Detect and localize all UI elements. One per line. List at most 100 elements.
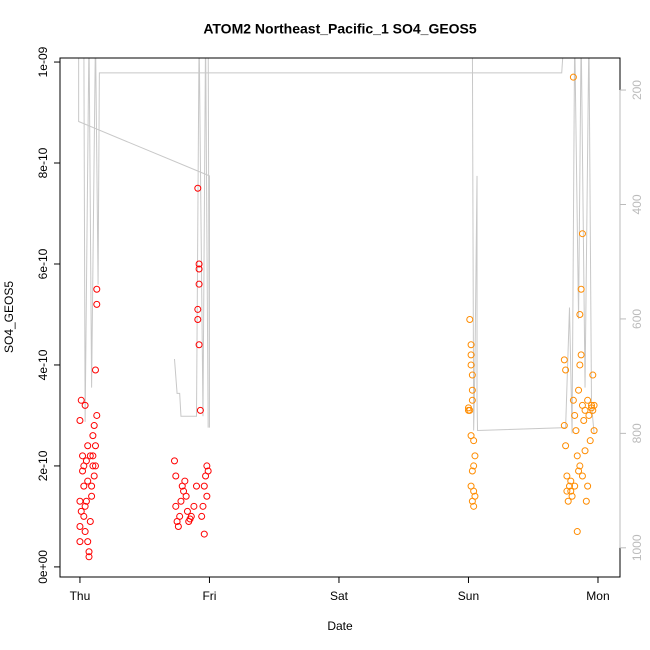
y-tick-label: 4e-10 bbox=[36, 349, 50, 380]
point bbox=[569, 396, 577, 404]
point bbox=[172, 472, 180, 480]
point bbox=[567, 487, 575, 495]
point bbox=[76, 497, 84, 505]
point bbox=[578, 472, 586, 480]
point bbox=[183, 507, 191, 515]
point bbox=[470, 462, 478, 470]
point bbox=[80, 482, 88, 490]
point bbox=[203, 492, 211, 500]
point bbox=[86, 517, 94, 525]
point bbox=[194, 305, 202, 313]
point bbox=[81, 502, 89, 510]
point bbox=[76, 538, 84, 546]
point bbox=[468, 371, 476, 379]
point bbox=[195, 260, 203, 268]
point bbox=[588, 401, 596, 409]
y-tick-label: 2e-10 bbox=[36, 450, 50, 481]
point bbox=[186, 515, 194, 523]
y-tick-label: 0e+00 bbox=[36, 550, 50, 584]
point bbox=[86, 452, 94, 460]
point bbox=[468, 467, 476, 475]
point bbox=[573, 528, 581, 536]
point bbox=[82, 497, 90, 505]
point bbox=[560, 356, 568, 364]
point bbox=[568, 492, 576, 500]
point bbox=[573, 452, 581, 460]
point bbox=[89, 432, 97, 440]
point bbox=[204, 467, 212, 475]
y2-tick-label: 800 bbox=[630, 423, 644, 443]
point bbox=[194, 316, 202, 324]
point bbox=[76, 416, 84, 424]
point bbox=[560, 422, 568, 430]
y2-tick-label: 200 bbox=[630, 80, 644, 100]
point bbox=[198, 512, 206, 520]
point bbox=[195, 280, 203, 288]
point bbox=[90, 422, 98, 430]
point bbox=[576, 361, 584, 369]
point bbox=[576, 310, 584, 318]
point bbox=[585, 411, 593, 419]
point bbox=[195, 265, 203, 273]
point bbox=[590, 401, 598, 409]
point bbox=[575, 386, 583, 394]
point bbox=[581, 406, 589, 414]
x-tick-label: Sun bbox=[458, 589, 479, 603]
point bbox=[577, 351, 585, 359]
point bbox=[172, 502, 180, 510]
point bbox=[466, 406, 474, 414]
point bbox=[77, 396, 85, 404]
point bbox=[565, 482, 573, 490]
point bbox=[76, 523, 84, 531]
point bbox=[177, 497, 185, 505]
point bbox=[80, 462, 88, 470]
point bbox=[93, 285, 101, 293]
point bbox=[176, 512, 184, 520]
x-tick-label: Mon bbox=[586, 589, 609, 603]
point bbox=[170, 457, 178, 465]
point bbox=[91, 442, 99, 450]
point bbox=[174, 523, 182, 531]
point bbox=[562, 442, 570, 450]
point bbox=[571, 411, 579, 419]
point bbox=[575, 467, 583, 475]
point bbox=[193, 482, 201, 490]
point bbox=[584, 396, 592, 404]
point bbox=[578, 230, 586, 238]
point bbox=[81, 401, 89, 409]
point bbox=[93, 300, 101, 308]
point bbox=[200, 482, 208, 490]
point bbox=[200, 530, 208, 538]
point bbox=[84, 477, 92, 485]
chart-title: ATOM2 Northeast_Pacific_1 SO4_GEOS5 bbox=[203, 21, 477, 37]
point bbox=[466, 316, 474, 324]
point bbox=[195, 341, 203, 349]
point bbox=[199, 502, 207, 510]
point bbox=[590, 427, 598, 435]
y2-tick-label: 1000 bbox=[630, 534, 644, 561]
y2-tick-label: 600 bbox=[630, 309, 644, 329]
point bbox=[576, 462, 584, 470]
point bbox=[580, 416, 588, 424]
point bbox=[79, 467, 87, 475]
point bbox=[581, 447, 589, 455]
point bbox=[471, 452, 479, 460]
y-axis-label: SO4_GEOS5 bbox=[2, 281, 16, 353]
point bbox=[182, 492, 190, 500]
point bbox=[563, 472, 571, 480]
point bbox=[91, 366, 99, 374]
y-tick-label: 8e-10 bbox=[36, 147, 50, 178]
point bbox=[88, 492, 96, 500]
point bbox=[190, 502, 198, 510]
point bbox=[91, 462, 99, 470]
point bbox=[586, 437, 594, 445]
point bbox=[88, 482, 96, 490]
x-tick-label: Sat bbox=[330, 589, 349, 603]
point bbox=[584, 482, 592, 490]
point bbox=[567, 477, 575, 485]
point bbox=[80, 512, 88, 520]
y-tick-label: 1e-09 bbox=[36, 46, 50, 77]
point bbox=[467, 361, 475, 369]
point bbox=[84, 442, 92, 450]
